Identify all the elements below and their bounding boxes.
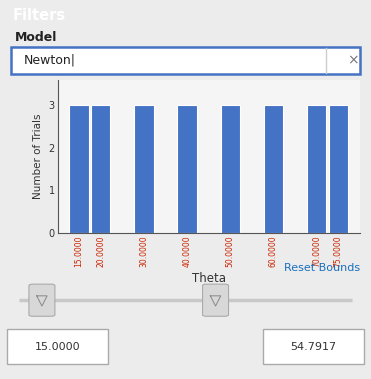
Bar [329,105,348,233]
FancyBboxPatch shape [7,329,108,365]
Bar [91,105,111,233]
Y-axis label: Number of Trials: Number of Trials [33,114,43,199]
FancyBboxPatch shape [29,284,55,316]
Text: 54.7917: 54.7917 [290,342,336,352]
Text: ×: × [347,53,358,67]
FancyBboxPatch shape [203,284,229,316]
Bar [307,105,326,233]
Text: Model: Model [15,31,57,44]
Text: Newton|: Newton| [24,54,76,67]
Bar [177,105,197,233]
Text: Reset Bounds: Reset Bounds [284,263,360,273]
Text: Filters: Filters [13,8,66,23]
Bar [264,105,283,233]
X-axis label: Theta: Theta [192,272,226,285]
Bar [134,105,154,233]
FancyBboxPatch shape [11,47,360,74]
Bar [69,105,89,233]
Text: 15.0000: 15.0000 [35,342,80,352]
FancyBboxPatch shape [263,329,364,365]
Bar [221,105,240,233]
